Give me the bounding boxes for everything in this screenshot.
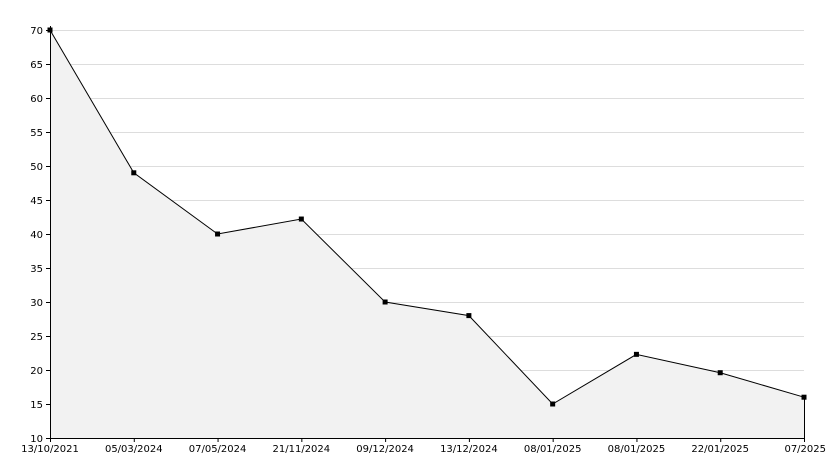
x-tick-label: 07/05/2024	[189, 444, 247, 455]
y-tick-label: 10	[30, 434, 43, 445]
series-line	[49, 29, 805, 405]
x-tick-label: 22/01/2025	[691, 444, 749, 455]
x-tick-label: 13/10/2021	[21, 444, 79, 455]
y-tick-label: 45	[30, 196, 43, 207]
y-tick-label: 65	[30, 60, 43, 71]
x-axis-ticks: 13/10/2021 05/03/2024 07/05/2024 21/11/2024…	[21, 438, 826, 455]
axes	[50, 26, 805, 439]
y-tick-label: 30	[30, 298, 43, 309]
y-tick-label: 55	[30, 128, 43, 139]
series-area-fill	[50, 30, 804, 438]
x-tick-label: 08/01/2025	[524, 444, 582, 455]
data-point	[131, 170, 137, 176]
x-tick-label: 21/11/2024	[273, 444, 331, 455]
data-point	[717, 370, 723, 376]
y-tick-label: 60	[30, 94, 43, 105]
y-tick-label: 50	[30, 162, 43, 173]
x-tick-label: 07/2025	[784, 444, 826, 455]
x-tick-label: 05/03/2024	[105, 444, 163, 455]
data-point	[633, 351, 639, 357]
y-tick-label: 35	[30, 264, 43, 275]
data-point	[550, 401, 556, 407]
data-point	[466, 313, 472, 319]
y-tick-label: 25	[30, 332, 43, 343]
y-tick-label: 20	[30, 366, 43, 377]
y-tick-label: 70	[30, 26, 43, 37]
x-tick-label: 13/12/2024	[440, 444, 498, 455]
x-tick-label: 08/01/2025	[608, 444, 666, 455]
y-tick-label: 15	[30, 400, 43, 411]
y-axis-ticks: 10 15 20 25 30 35 40 45 50 55 60 65 70	[30, 26, 50, 445]
x-tick-label: 09/12/2024	[356, 444, 414, 455]
data-point	[298, 216, 304, 222]
y-tick-label: 40	[30, 230, 43, 241]
data-point	[382, 299, 388, 305]
data-point	[215, 231, 221, 237]
